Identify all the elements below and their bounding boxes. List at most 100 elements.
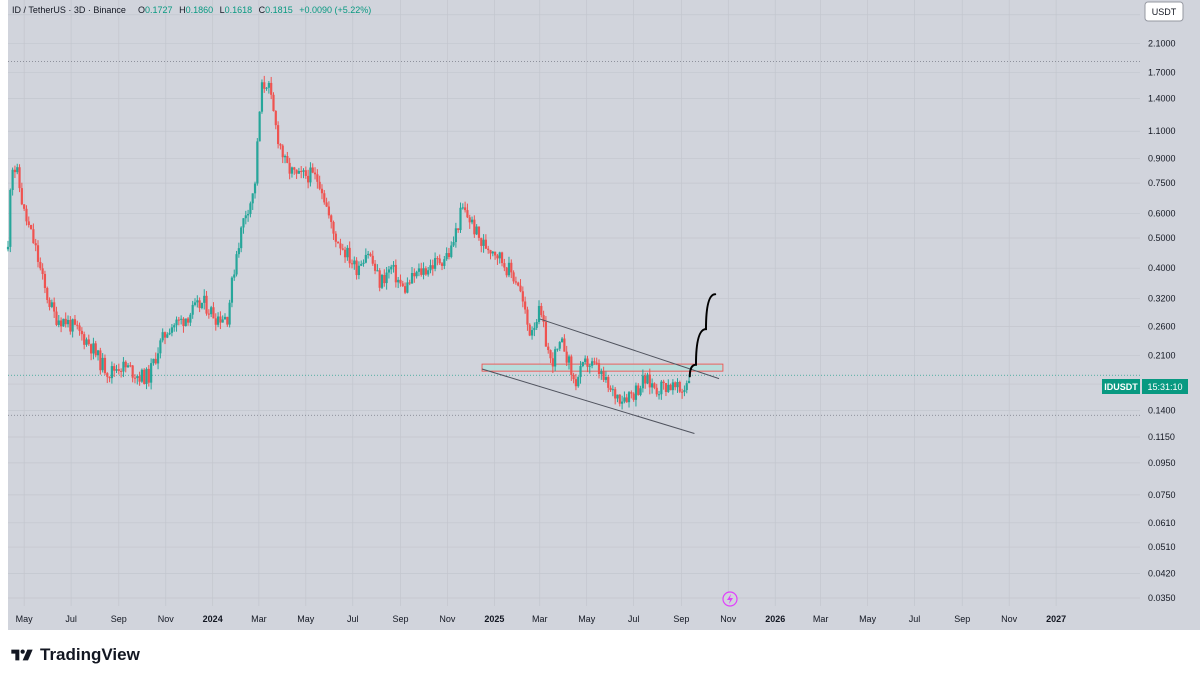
candle-body-down — [595, 362, 598, 364]
candle-body-down — [648, 374, 651, 388]
price-axis[interactable] — [1140, 0, 1200, 630]
candle-body-up — [452, 242, 455, 246]
candle-body-up — [191, 304, 194, 315]
candle-body-up — [387, 269, 391, 273]
candle-body-down — [420, 268, 423, 275]
channel-upper-line — [539, 318, 720, 380]
candle-body-up — [173, 325, 176, 328]
time-tick-label: 2026 — [765, 614, 785, 624]
tradingview-logo[interactable]: TradingView — [10, 645, 140, 665]
candle-body-down — [39, 261, 42, 269]
candle-body-up — [50, 302, 53, 307]
candle-body-down — [371, 255, 374, 264]
candle-body-up — [122, 361, 125, 372]
candle-body-up — [223, 316, 227, 320]
candle-body-down — [593, 361, 596, 363]
time-tick-label: May — [859, 614, 877, 624]
candle-body-up — [253, 183, 257, 194]
plot-area[interactable] — [8, 0, 1140, 630]
candle-body-down — [205, 295, 208, 314]
candle-body-up — [364, 254, 367, 263]
candle-body-up — [429, 265, 432, 271]
candle-body-down — [653, 383, 656, 388]
time-tick-label: Nov — [158, 614, 175, 624]
candle-body-down — [540, 305, 543, 316]
candle-body-up — [584, 358, 587, 363]
candle-body-up — [242, 218, 245, 228]
currency-label: USDT — [1152, 7, 1177, 17]
candle-body-down — [29, 224, 33, 230]
candle-body-up — [156, 353, 160, 364]
candle-body-down — [505, 267, 508, 276]
candle-body-up — [683, 390, 686, 392]
candle-body-down — [55, 311, 58, 325]
time-axis[interactable] — [8, 606, 1140, 630]
candle-body-up — [175, 319, 178, 326]
candle-body-up — [230, 277, 234, 303]
time-tick-label: Sep — [392, 614, 408, 624]
projection-path — [688, 293, 717, 378]
candle-body-up — [641, 375, 644, 389]
candle-body-down — [154, 358, 157, 364]
candle-body-down — [277, 125, 280, 145]
candle-body-down — [528, 324, 531, 336]
candle-body-down — [339, 243, 342, 249]
candle-body-down — [117, 369, 120, 371]
flash-button[interactable] — [722, 591, 738, 607]
candle-body-up — [193, 302, 197, 305]
candle-body-down — [644, 375, 647, 384]
candle-body-down — [681, 391, 684, 393]
candle-body-down — [48, 299, 51, 307]
time-tick-label: Mar — [532, 614, 548, 624]
candle-body-down — [20, 188, 23, 205]
candle-body-down — [286, 156, 289, 163]
price-tick-label: 1.7000 — [1148, 67, 1176, 77]
candle-body-up — [482, 239, 485, 246]
candle-body-down — [138, 376, 141, 382]
candle-body-down — [69, 319, 72, 332]
candle-body-down — [207, 313, 210, 315]
candle-body-up — [616, 394, 619, 399]
candle-body-down — [25, 208, 28, 222]
candle-body-up — [450, 245, 453, 257]
price-tick-label: 1.1000 — [1148, 126, 1176, 136]
candle-body-down — [214, 318, 217, 325]
candle-body-down — [563, 338, 566, 352]
candle-body-up — [558, 342, 561, 349]
candle-body-down — [521, 291, 524, 302]
candle-body-up — [228, 302, 231, 325]
candle-body-up — [196, 300, 199, 303]
candle-body-down — [313, 172, 317, 175]
candle-body-down — [143, 369, 146, 384]
candle-body-up — [297, 171, 300, 174]
candle-body-up — [290, 167, 294, 174]
candle-body-up — [392, 264, 395, 267]
candle-body-up — [491, 251, 494, 254]
candle-body-down — [549, 350, 552, 359]
time-tick-label: Jul — [65, 614, 77, 624]
candle-body-up — [390, 266, 393, 270]
candle-body-up — [560, 338, 564, 343]
candle-body-up — [168, 332, 171, 335]
candle-body-up — [233, 274, 236, 278]
candle-body-down — [293, 167, 296, 170]
candle-body-down — [355, 260, 358, 276]
currency-button[interactable]: USDT — [1144, 1, 1184, 22]
time-tick-label: Mar — [813, 614, 829, 624]
candle-body-up — [685, 383, 688, 391]
candle-body-down — [226, 316, 229, 325]
candle-body-up — [210, 307, 213, 315]
candle-body-up — [604, 377, 608, 380]
candle-body-down — [440, 263, 444, 266]
candle-body-down — [424, 268, 427, 275]
candle-body-down — [394, 264, 397, 283]
price-tick-label: 0.0950 — [1148, 458, 1176, 468]
time-tick-label: May — [16, 614, 34, 624]
candle-body-up — [145, 368, 148, 384]
price-tick-label: 0.2600 — [1148, 322, 1176, 332]
candle-body-up — [443, 259, 446, 266]
candle-body-up — [417, 268, 421, 272]
candle-body-up — [667, 384, 670, 392]
price-tick-label: 0.9000 — [1148, 153, 1176, 163]
